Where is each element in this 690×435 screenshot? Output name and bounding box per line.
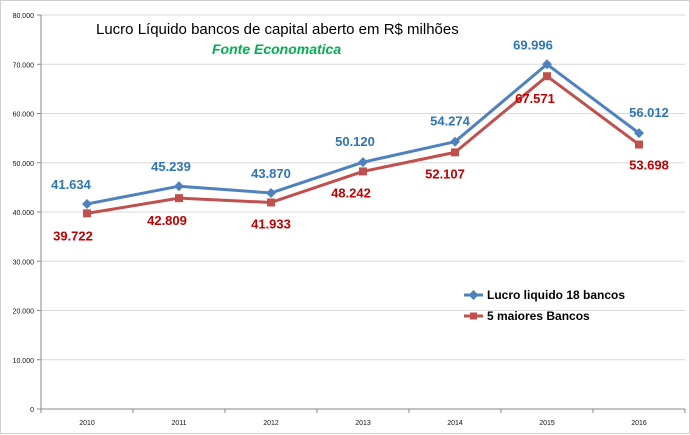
chart-legend: Lucro liquido 18 bancos 5 maiores Bancos [464, 288, 625, 323]
y-tick-label: 30.000 [13, 259, 35, 266]
x-tick-label: 2011 [171, 420, 186, 427]
data-label: 41.933 [251, 216, 291, 231]
diamond-data-point [174, 181, 184, 192]
legend-label-series-1: Lucro liquido 18 bancos [487, 288, 625, 302]
legend-label-series-2: 5 maiores Bancos [487, 309, 590, 323]
x-tick-label: 2013 [355, 420, 371, 427]
diamond-data-point [450, 136, 460, 147]
square-data-point [635, 140, 643, 149]
y-tick-label: 40.000 [13, 210, 35, 217]
data-label: 43.870 [251, 166, 291, 181]
x-tick-label: 2010 [79, 420, 95, 427]
y-tick-label: 50.000 [13, 161, 35, 168]
y-tick-label: 20.000 [13, 309, 35, 316]
data-label: 69.996 [513, 37, 553, 52]
data-label: 42.809 [147, 213, 187, 228]
square-data-point [543, 72, 551, 81]
legend-marker-series-2 [470, 312, 477, 320]
x-tick-label: 2015 [539, 420, 555, 427]
legend-item-5-maiores-bancos: 5 maiores Bancos [464, 309, 590, 323]
data-label: 50.120 [335, 134, 375, 149]
x-tick-label: 2016 [631, 420, 647, 427]
data-label: 48.242 [331, 185, 371, 200]
data-label: 67.571 [515, 91, 555, 106]
diamond-data-point [358, 157, 368, 168]
grid-layer [41, 14, 685, 410]
data-label: 39.722 [53, 228, 93, 243]
y-tick-label: 80.000 [13, 13, 35, 20]
chart-title: Lucro Líquido bancos de capital aberto e… [96, 21, 459, 38]
legend-marker-series-1 [468, 290, 479, 300]
data-label: 56.012 [629, 105, 669, 120]
legend-item-lucro-liquido-18-bancos: Lucro liquido 18 bancos [464, 288, 625, 302]
diamond-data-point [634, 128, 644, 139]
data-label: 52.107 [425, 166, 465, 181]
data-label: 54.274 [430, 114, 471, 129]
y-tick-label: 70.000 [13, 62, 35, 69]
y-tick-label: 60.000 [13, 112, 35, 119]
y-tick-label: 10.000 [13, 358, 35, 365]
square-data-point [83, 209, 91, 218]
square-data-point [175, 194, 183, 203]
data-label: 41.634 [51, 177, 92, 192]
chart-subtitle: Fonte Economatica [212, 41, 341, 57]
axis-layer: 0 10.000 20.000 30.000 40.000 50.000 60.000 70.… [13, 13, 686, 427]
diamond-data-point [82, 198, 92, 209]
series-layer: 41.634 45.239 43.870 50.120 54.274 69.996 56.0… [51, 37, 669, 243]
diamond-data-point [542, 59, 552, 70]
data-label: 45.239 [151, 159, 191, 174]
square-data-point [359, 167, 367, 176]
y-tick-label: 0 [30, 407, 34, 414]
square-data-point [451, 148, 459, 157]
data-label: 53.698 [629, 158, 669, 173]
x-tick-label: 2012 [263, 420, 279, 427]
diamond-data-point [266, 187, 276, 198]
x-tick-label: 2014 [447, 420, 463, 427]
square-data-point [267, 198, 275, 207]
